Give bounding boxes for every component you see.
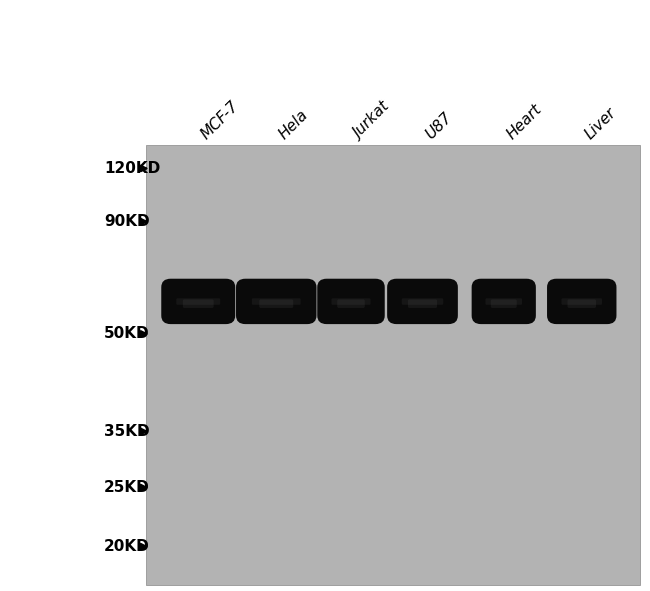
- FancyBboxPatch shape: [337, 300, 365, 308]
- FancyBboxPatch shape: [332, 298, 370, 305]
- FancyBboxPatch shape: [547, 279, 616, 324]
- Text: 35KD: 35KD: [104, 424, 150, 439]
- FancyBboxPatch shape: [176, 298, 220, 305]
- FancyBboxPatch shape: [317, 279, 385, 324]
- FancyBboxPatch shape: [252, 298, 301, 305]
- FancyBboxPatch shape: [259, 300, 293, 308]
- Text: U87: U87: [422, 109, 455, 142]
- Bar: [146, 145, 640, 585]
- FancyBboxPatch shape: [567, 300, 596, 308]
- FancyBboxPatch shape: [402, 298, 443, 305]
- FancyBboxPatch shape: [161, 279, 235, 324]
- FancyBboxPatch shape: [408, 300, 437, 308]
- FancyBboxPatch shape: [562, 298, 602, 305]
- FancyBboxPatch shape: [236, 279, 317, 324]
- Text: Liver: Liver: [582, 105, 619, 142]
- Text: Heart: Heart: [504, 101, 545, 142]
- Text: 50KD: 50KD: [104, 326, 150, 342]
- FancyBboxPatch shape: [183, 300, 214, 308]
- FancyBboxPatch shape: [486, 298, 522, 305]
- Text: 20KD: 20KD: [104, 539, 150, 554]
- Text: MCF-7: MCF-7: [198, 98, 242, 142]
- FancyBboxPatch shape: [491, 300, 517, 308]
- FancyBboxPatch shape: [472, 279, 536, 324]
- FancyBboxPatch shape: [387, 279, 458, 324]
- Text: Hela: Hela: [276, 107, 311, 142]
- Text: Jurkat: Jurkat: [351, 100, 393, 142]
- Text: 120KD: 120KD: [104, 161, 161, 176]
- Text: 25KD: 25KD: [104, 480, 150, 495]
- Text: 90KD: 90KD: [104, 214, 150, 229]
